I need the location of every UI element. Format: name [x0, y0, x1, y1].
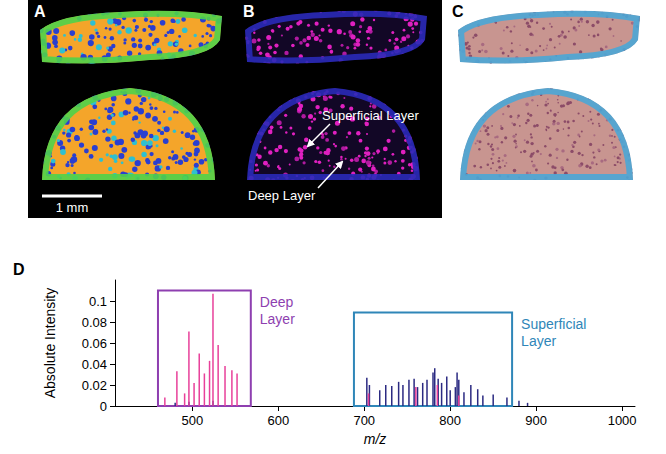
svg-text:D: D	[13, 261, 25, 278]
svg-text:700: 700	[353, 413, 375, 428]
svg-text:B: B	[243, 3, 255, 20]
svg-text:1000: 1000	[608, 413, 637, 428]
svg-text:Absolute Intensity: Absolute Intensity	[42, 288, 58, 399]
svg-text:Deep Layer: Deep Layer	[248, 188, 316, 203]
svg-text:0.08: 0.08	[82, 315, 107, 330]
svg-text:800: 800	[439, 413, 461, 428]
svg-text:600: 600	[267, 413, 289, 428]
svg-text:1 mm: 1 mm	[56, 200, 89, 215]
svg-text:0.04: 0.04	[82, 357, 107, 372]
svg-text:0: 0	[100, 399, 107, 414]
svg-text:Superficial Layer: Superficial Layer	[322, 108, 419, 123]
svg-text:m/z: m/z	[364, 431, 387, 447]
svg-text:0.1: 0.1	[89, 294, 107, 309]
svg-text:A: A	[34, 3, 46, 20]
svg-text:Layer: Layer	[521, 333, 556, 349]
svg-text:0.02: 0.02	[82, 378, 107, 393]
svg-text:0.06: 0.06	[82, 336, 107, 351]
svg-text:500: 500	[182, 413, 204, 428]
svg-text:Layer: Layer	[260, 311, 295, 327]
svg-text:C: C	[452, 3, 464, 20]
svg-text:Superficial: Superficial	[521, 316, 586, 332]
svg-text:Deep: Deep	[260, 294, 294, 310]
svg-text:900: 900	[525, 413, 547, 428]
